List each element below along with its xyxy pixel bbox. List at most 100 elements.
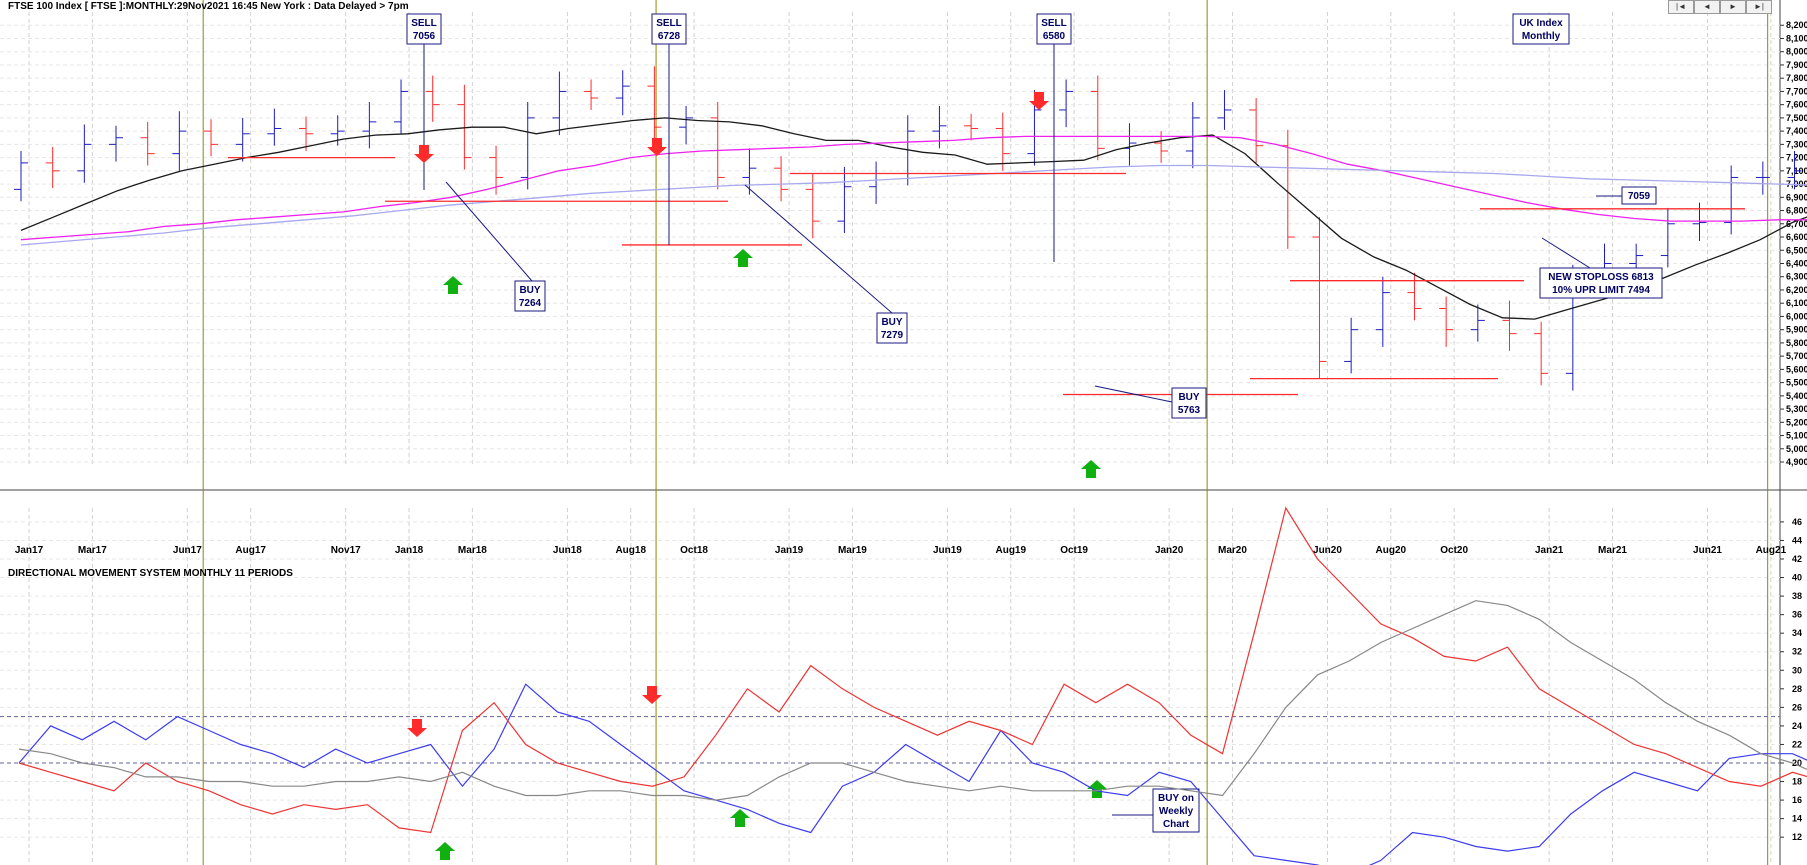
x-tick-label: Aug18 [615,545,646,556]
dms-y-tick-label: 34 [1792,628,1802,638]
sell-arrow [1029,92,1049,110]
dms-y-tick-label: 36 [1792,610,1802,620]
buy-7264-pointer [445,181,533,282]
y-tick-label: 6,400 [1786,258,1807,268]
y-tick-label: 8,000 [1786,47,1807,57]
y-tick-label: 7,400 [1786,126,1807,136]
nav-last-button[interactable]: ►| [1746,0,1772,14]
series-ma_mid [20,135,1807,241]
y-tick-label: 6,600 [1786,232,1807,242]
dms-adx [18,600,1807,801]
x-tick-label: Nov17 [331,545,361,556]
nav-prev-button[interactable]: ◄ [1694,0,1720,14]
y-tick-label: 6,700 [1786,219,1807,229]
dms-chart-title: DIRECTIONAL MOVEMENT SYSTEM MONTHLY 11 P… [8,568,293,579]
dms-y-tick-label: 26 [1792,702,1802,712]
dms-buy-arrow [1087,780,1107,798]
dms-minus_di [18,506,1807,834]
y-tick-label: 6,500 [1786,245,1807,255]
buy-7264-text: BUY [519,285,540,296]
y-tick-label: 6,800 [1786,206,1807,216]
y-tick-label: 5,400 [1786,391,1807,401]
dms-y-tick-label: 24 [1792,721,1802,731]
dms-y-tick-label: 20 [1792,758,1802,768]
y-tick-label: 8,100 [1786,33,1807,43]
sell-6728-text: SELL [656,18,682,29]
sell-7056-text: SELL [411,18,437,29]
x-tick-label: Mar17 [78,545,107,556]
x-tick-label: Jun21 [1693,545,1722,556]
new-stoploss-text: 10% UPR LIMIT 7494 [1552,285,1650,296]
y-tick-label: 5,100 [1786,431,1807,441]
price-chart-title: FTSE 100 Index [ FTSE ]:MONTHLY:29Nov202… [8,1,409,12]
sell-arrow [414,145,434,163]
y-tick-label: 5,900 [1786,325,1807,335]
x-tick-label: Oct20 [1440,545,1468,556]
y-tick-label: 7,300 [1786,139,1807,149]
y-tick-label: 6,000 [1786,311,1807,321]
uk-index-label-text: Monthly [1522,31,1561,42]
series-ma_short [20,117,1807,320]
x-tick-label: Mar21 [1598,545,1627,556]
dms-buy-arrow [435,842,455,860]
price-tag-7059-text: 7059 [1628,191,1651,202]
nav-first-button[interactable]: |◄ [1668,0,1694,14]
x-tick-label: Jun19 [933,545,962,556]
x-tick-label: Oct18 [680,545,708,556]
sell-7056-text: 7056 [413,31,436,42]
buy-arrow [443,276,463,294]
y-tick-label: 4,900 [1786,457,1807,467]
y-tick-label: 5,200 [1786,417,1807,427]
uk-index-label-box [1512,13,1570,45]
dms-buy-arrow [730,809,750,827]
x-tick-label: Mar18 [458,545,487,556]
x-tick-label: Mar20 [1218,545,1247,556]
x-tick-label: Jan20 [1155,545,1184,556]
x-tick-label: Jan17 [15,545,44,556]
buy-7264-text: 7264 [519,298,542,309]
y-tick-label: 7,200 [1786,153,1807,163]
dms-y-tick-label: 44 [1792,535,1802,545]
nav-next-button[interactable]: ► [1720,0,1746,14]
buy-weekly-text: Chart [1163,819,1190,830]
y-tick-label: 7,900 [1786,60,1807,70]
y-tick-label: 7,600 [1786,100,1807,110]
uk-index-label-text: UK Index [1519,18,1563,29]
sell-arrow [647,138,667,156]
dms-y-tick-label: 32 [1792,647,1802,657]
x-tick-label: Mar19 [838,545,867,556]
x-tick-label: Jun17 [173,545,202,556]
x-tick-label: Aug17 [235,545,266,556]
new-stoploss-box [1539,267,1663,299]
y-tick-label: 5,000 [1786,444,1807,454]
dms-y-tick-label: 16 [1792,795,1802,805]
x-tick-label: Aug20 [1376,545,1407,556]
buy-7279-text: 7279 [881,330,904,341]
y-tick-label: 7,800 [1786,73,1807,83]
x-tick-label: Jun18 [553,545,582,556]
sell-6580-text: 6580 [1043,31,1066,42]
new-stoploss-text: NEW STOPLOSS 6813 [1548,272,1654,283]
x-tick-label: Jan19 [775,545,804,556]
sell-6728-box [651,13,687,45]
dms-y-tick-label: 28 [1792,684,1802,694]
x-tick-label: Jan18 [395,545,424,556]
x-tick-label: Jun20 [1313,545,1342,556]
x-tick-label: Jan21 [1535,545,1564,556]
x-tick-label: Aug19 [995,545,1026,556]
dms-sell-arrow [642,686,662,704]
sell-6580-box [1036,13,1072,45]
buy-5763-text: 5763 [1178,405,1201,416]
dms-y-tick-label: 42 [1792,554,1802,564]
y-tick-label: 6,300 [1786,272,1807,282]
dms-y-tick-label: 30 [1792,665,1802,675]
buy-5763-text: BUY [1178,392,1199,403]
dms-y-tick-label: 12 [1792,832,1802,842]
y-tick-label: 5,500 [1786,378,1807,388]
dms-y-tick-label: 38 [1792,591,1802,601]
new-stoploss-pointer [1541,237,1591,269]
buy-weekly-text: Weekly [1159,806,1194,817]
series-ma_long [20,164,1807,246]
dms-plus_di [18,683,1807,865]
